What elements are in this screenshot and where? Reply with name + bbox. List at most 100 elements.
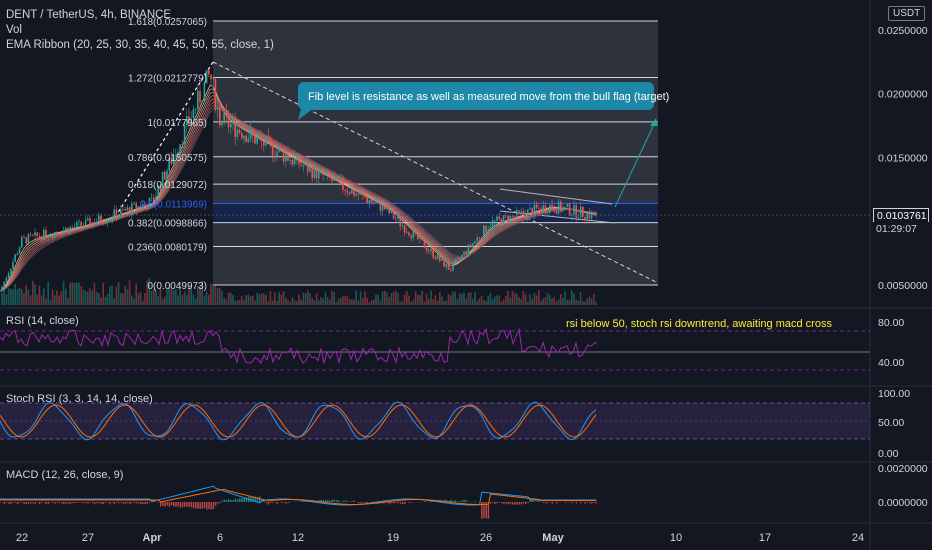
candle-body bbox=[122, 209, 124, 210]
candle-body bbox=[62, 230, 65, 235]
candle-body bbox=[542, 205, 544, 213]
volume-bar bbox=[106, 294, 109, 305]
candle-body bbox=[428, 250, 430, 252]
candle-body bbox=[38, 235, 41, 238]
candle-body bbox=[216, 106, 219, 110]
volume-bar bbox=[269, 290, 272, 305]
volume-bar bbox=[49, 300, 52, 305]
candle-body bbox=[80, 221, 82, 227]
volume-bar bbox=[566, 299, 569, 305]
volume-bar bbox=[175, 289, 177, 305]
candle-body bbox=[377, 200, 379, 202]
candle-body bbox=[423, 240, 426, 248]
candle-body bbox=[230, 124, 232, 128]
candle-body bbox=[392, 209, 395, 219]
volume-bar bbox=[282, 291, 285, 305]
candle-body bbox=[203, 83, 206, 102]
volume-bar bbox=[575, 299, 577, 305]
candle-body bbox=[401, 225, 404, 227]
volume-bar bbox=[3, 289, 5, 305]
volume-bar bbox=[45, 298, 47, 305]
candle-body bbox=[276, 151, 278, 157]
volume-bar bbox=[104, 296, 107, 305]
candle-body bbox=[379, 200, 382, 211]
candle-body bbox=[562, 207, 564, 212]
stoch-d-line bbox=[0, 404, 597, 438]
volume-bar bbox=[443, 301, 445, 305]
time-label: 24 bbox=[852, 532, 864, 544]
volume-bar bbox=[124, 285, 126, 305]
candle-body bbox=[82, 226, 85, 227]
candle-body bbox=[476, 237, 478, 242]
candle-body bbox=[348, 192, 351, 194]
volume-bar bbox=[333, 292, 335, 305]
volume-bar bbox=[414, 291, 417, 305]
volume-bar bbox=[265, 294, 267, 305]
ema-ribbon-line bbox=[0, 107, 598, 292]
volume-bar bbox=[502, 299, 505, 305]
candle-body bbox=[414, 231, 417, 233]
candle-body bbox=[359, 192, 362, 195]
candle-body bbox=[111, 218, 113, 220]
volume-bar bbox=[232, 294, 234, 305]
volume-bar bbox=[399, 301, 401, 305]
volume-bar bbox=[542, 298, 544, 305]
volume-bar bbox=[219, 287, 221, 305]
volume-bar bbox=[359, 291, 362, 305]
fib-level-label: 0.618(0.0129072) bbox=[128, 180, 207, 191]
candle-body bbox=[344, 189, 346, 191]
volume-bar bbox=[496, 295, 498, 305]
candle-body bbox=[335, 175, 338, 179]
candle-body bbox=[139, 206, 142, 209]
candle-body bbox=[95, 222, 98, 225]
candle-body bbox=[104, 222, 107, 224]
volume-bar bbox=[331, 290, 333, 305]
candle-body bbox=[410, 235, 412, 239]
vol-label: Vol bbox=[6, 24, 22, 36]
volume-bar bbox=[511, 290, 514, 305]
candle-body bbox=[555, 211, 558, 214]
candle-body bbox=[190, 118, 192, 124]
candle-body bbox=[159, 185, 162, 191]
volume-bar bbox=[353, 299, 355, 305]
fib-retracement[interactable] bbox=[213, 20, 658, 286]
candle-body bbox=[454, 260, 456, 263]
volume-bar bbox=[434, 295, 437, 305]
candle-body bbox=[388, 205, 390, 213]
volume-bar bbox=[313, 300, 316, 305]
volume-bar bbox=[216, 288, 219, 305]
volume-bar bbox=[469, 292, 472, 305]
volume-bar bbox=[337, 298, 340, 305]
volume-bar bbox=[221, 290, 223, 305]
candle-body bbox=[320, 169, 322, 171]
volume-bar bbox=[410, 301, 412, 305]
volume-bar bbox=[520, 299, 522, 305]
candles[interactable] bbox=[1, 68, 597, 292]
candle-body bbox=[434, 257, 437, 259]
candle-body bbox=[34, 232, 36, 236]
candle-body bbox=[128, 207, 131, 215]
time-label: 27 bbox=[82, 532, 94, 544]
candle-body bbox=[478, 237, 481, 239]
volume-bar bbox=[340, 298, 342, 305]
volume-bar bbox=[40, 295, 43, 305]
fib-level-label: 0.5(0.0113969) bbox=[140, 199, 207, 210]
volume-bar bbox=[225, 299, 228, 305]
volume-bar bbox=[166, 289, 168, 305]
candle-body bbox=[267, 136, 269, 138]
volume-bar bbox=[397, 292, 399, 305]
fib-callout[interactable] bbox=[298, 82, 654, 120]
volume-bar bbox=[401, 301, 404, 305]
candle-body bbox=[106, 221, 109, 223]
candle-body bbox=[582, 206, 584, 217]
candle-body bbox=[496, 216, 498, 221]
currency-badge[interactable]: USDT bbox=[888, 6, 926, 21]
candle-body bbox=[84, 220, 87, 227]
candle-body bbox=[27, 234, 30, 244]
volume-bar bbox=[535, 295, 538, 305]
volume-bar bbox=[111, 285, 113, 305]
volume-bar bbox=[12, 289, 14, 305]
volume-bar bbox=[190, 284, 192, 305]
volume-bar bbox=[439, 292, 441, 305]
